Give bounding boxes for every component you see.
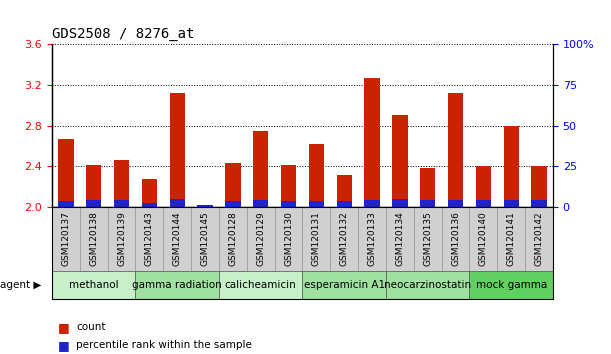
Bar bbox=[476, 200, 491, 207]
Text: methanol: methanol bbox=[69, 280, 119, 290]
Text: GSM120139: GSM120139 bbox=[117, 211, 126, 267]
Bar bbox=[197, 206, 213, 207]
Bar bbox=[420, 169, 436, 207]
Bar bbox=[253, 200, 268, 207]
Text: ■: ■ bbox=[58, 321, 70, 334]
Text: GSM120137: GSM120137 bbox=[61, 211, 70, 267]
Text: GSM120143: GSM120143 bbox=[145, 212, 154, 266]
Text: GSM120128: GSM120128 bbox=[229, 212, 237, 266]
Bar bbox=[309, 144, 324, 207]
Bar bbox=[476, 166, 491, 207]
Text: ■: ■ bbox=[58, 339, 70, 352]
Bar bbox=[337, 175, 352, 207]
Bar bbox=[197, 205, 213, 207]
Bar bbox=[86, 200, 101, 207]
Bar bbox=[448, 200, 463, 207]
Bar bbox=[225, 201, 241, 207]
Bar bbox=[532, 200, 547, 207]
Text: GSM120144: GSM120144 bbox=[173, 212, 181, 266]
Bar bbox=[253, 131, 268, 207]
Bar bbox=[58, 201, 73, 207]
Text: calicheamicin: calicheamicin bbox=[225, 280, 296, 290]
Text: GSM120134: GSM120134 bbox=[395, 212, 404, 266]
Bar bbox=[392, 199, 408, 207]
Bar bbox=[142, 179, 157, 207]
Text: GSM120133: GSM120133 bbox=[368, 211, 376, 267]
Bar bbox=[225, 163, 241, 207]
Text: percentile rank within the sample: percentile rank within the sample bbox=[76, 340, 252, 350]
Bar bbox=[503, 126, 519, 207]
Text: gamma radiation: gamma radiation bbox=[133, 280, 222, 290]
Text: GSM120136: GSM120136 bbox=[451, 211, 460, 267]
Text: GSM120130: GSM120130 bbox=[284, 211, 293, 267]
Text: GSM120131: GSM120131 bbox=[312, 211, 321, 267]
Text: mock gamma: mock gamma bbox=[475, 280, 547, 290]
Text: GSM120132: GSM120132 bbox=[340, 212, 349, 266]
Bar bbox=[86, 165, 101, 207]
Bar bbox=[532, 166, 547, 207]
Bar bbox=[420, 200, 436, 207]
Bar bbox=[448, 93, 463, 207]
Text: neocarzinostatin: neocarzinostatin bbox=[384, 280, 471, 290]
Bar bbox=[142, 203, 157, 207]
Text: GSM120140: GSM120140 bbox=[479, 212, 488, 266]
Text: esperamicin A1: esperamicin A1 bbox=[304, 280, 385, 290]
Bar bbox=[281, 201, 296, 207]
Text: count: count bbox=[76, 322, 106, 332]
Text: GSM120135: GSM120135 bbox=[423, 211, 432, 267]
Bar bbox=[503, 200, 519, 207]
Text: GSM120141: GSM120141 bbox=[507, 212, 516, 266]
Bar bbox=[309, 201, 324, 207]
Bar bbox=[364, 78, 379, 207]
Bar bbox=[58, 139, 73, 207]
Bar bbox=[392, 115, 408, 207]
Bar bbox=[364, 200, 379, 207]
Text: GSM120138: GSM120138 bbox=[89, 211, 98, 267]
Text: GDS2508 / 8276_at: GDS2508 / 8276_at bbox=[52, 27, 194, 41]
Text: agent ▶: agent ▶ bbox=[0, 280, 42, 290]
Text: GSM120129: GSM120129 bbox=[256, 212, 265, 266]
Text: GSM120145: GSM120145 bbox=[200, 212, 210, 266]
Text: GSM120142: GSM120142 bbox=[535, 212, 544, 266]
Bar bbox=[114, 160, 129, 207]
Bar bbox=[281, 165, 296, 207]
Bar bbox=[114, 200, 129, 207]
Bar bbox=[169, 199, 185, 207]
Bar bbox=[337, 201, 352, 207]
Bar bbox=[169, 93, 185, 207]
